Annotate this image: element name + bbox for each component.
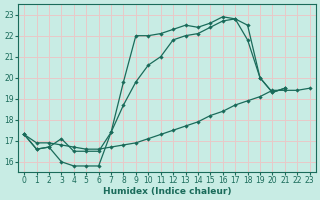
- X-axis label: Humidex (Indice chaleur): Humidex (Indice chaleur): [103, 187, 231, 196]
